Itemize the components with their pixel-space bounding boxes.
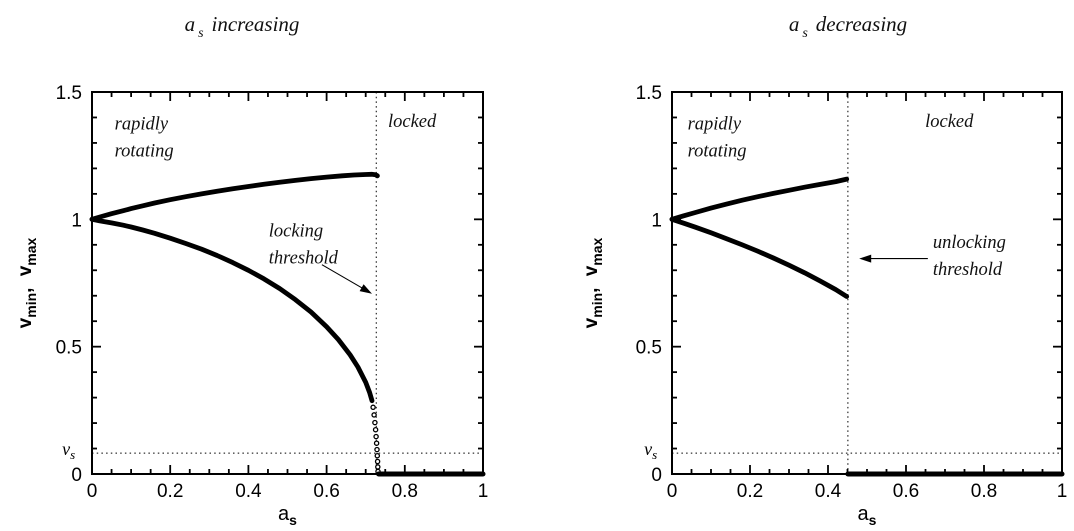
x-tick-label: 1 [1057,481,1068,502]
y-axis-label: vmin, vmax [15,237,39,328]
annotation-rapidly-rotating: rapidly [115,115,169,135]
x-tick-label: 0.8 [392,481,418,502]
x-tick-label: 0 [667,481,678,502]
y-tick-label: 1 [651,210,662,231]
annotation-rapidly-rotating: rapidly [688,115,742,135]
x-tick-label: 0.4 [235,481,262,502]
plot-as-decreasing: 0 0.2 0.4 0.6 0.8 1 0 0.5 1 1.5 as vmin, vmax vs rapi… [581,83,1068,528]
title-subscript: s [802,26,808,41]
x-tick-label: 0.2 [737,481,763,502]
axis-ticks [671,91,1063,475]
y-tick-label: 0.5 [56,338,82,359]
series-v_min-tail [370,404,381,475]
vs-label: vs [644,439,657,462]
annotation-locked: locked [925,112,974,132]
y-tick-label: 0 [71,465,82,486]
y-tick-label: 0.5 [636,338,662,359]
annotations: rapidly rotating locked unlocking threshold [688,112,1006,280]
axis-ticks [91,91,484,475]
x-axis-label: as [858,503,877,528]
y-tick-label: 0 [651,465,662,486]
series-v_max [89,171,380,222]
x-axis-label: as [278,503,297,528]
title-text: decreasing [815,12,908,36]
x-tick-label: 0.2 [157,481,183,502]
chart-title-increasing: a s increasing [184,12,300,41]
x-tick-label: 0.4 [815,481,842,502]
threshold-arrow [859,254,928,263]
annotation-rapidly-rotating: rotating [115,142,174,162]
annotation-unlocking-threshold: unlocking [933,233,1006,253]
x-tick-label: 0.6 [313,481,339,502]
annotations: rapidly rotating locked locking threshold [115,112,437,269]
panel-as-increasing: a s increasing 0 0.2 0.4 0.6 0.8 1 0 0.5 1 1.5 as vmi… [15,12,489,528]
y-tick-label: 1 [71,210,82,231]
tick-labels: 0 0.2 0.4 0.6 0.8 1 0 0.5 1 1.5 [56,83,489,502]
plot-as-increasing: 0 0.2 0.4 0.6 0.8 1 0 0.5 1 1.5 as vmin, vmax vs rapi… [15,83,489,528]
annotation-rapidly-rotating: rotating [688,142,747,162]
title-variable: a [788,12,800,36]
annotation-unlocking-threshold: threshold [933,260,1003,280]
y-tick-label: 1.5 [636,83,662,104]
series-v_min [89,216,375,404]
threshold-arrow [321,264,372,294]
series-v_max [669,176,850,222]
annotation-locking-threshold: threshold [269,249,339,269]
vs-label: vs [62,439,75,462]
tick-labels: 0 0.2 0.4 0.6 0.8 1 0 0.5 1 1.5 [636,83,1068,502]
series-v_min [669,216,850,299]
x-tick-label: 0.6 [893,481,919,502]
y-tick-label: 1.5 [56,83,82,104]
annotation-locking-threshold: locking [269,222,323,242]
panel-as-decreasing: a s decreasing 0 0.2 0.4 0.6 0.8 1 0 0.5 1 1.5 as vmi… [537,0,1074,531]
y-axis-label: vmin, vmax [581,237,605,328]
annotation-locked: locked [388,112,437,132]
chart-title-decreasing: a s decreasing [788,12,908,41]
title-variable: a [184,12,196,36]
x-tick-label: 0 [87,481,98,502]
title-text: increasing [211,12,300,36]
x-tick-label: 1 [478,481,489,502]
guide-lines [672,92,1062,474]
x-tick-label: 0.8 [971,481,997,502]
title-subscript: s [198,26,204,41]
